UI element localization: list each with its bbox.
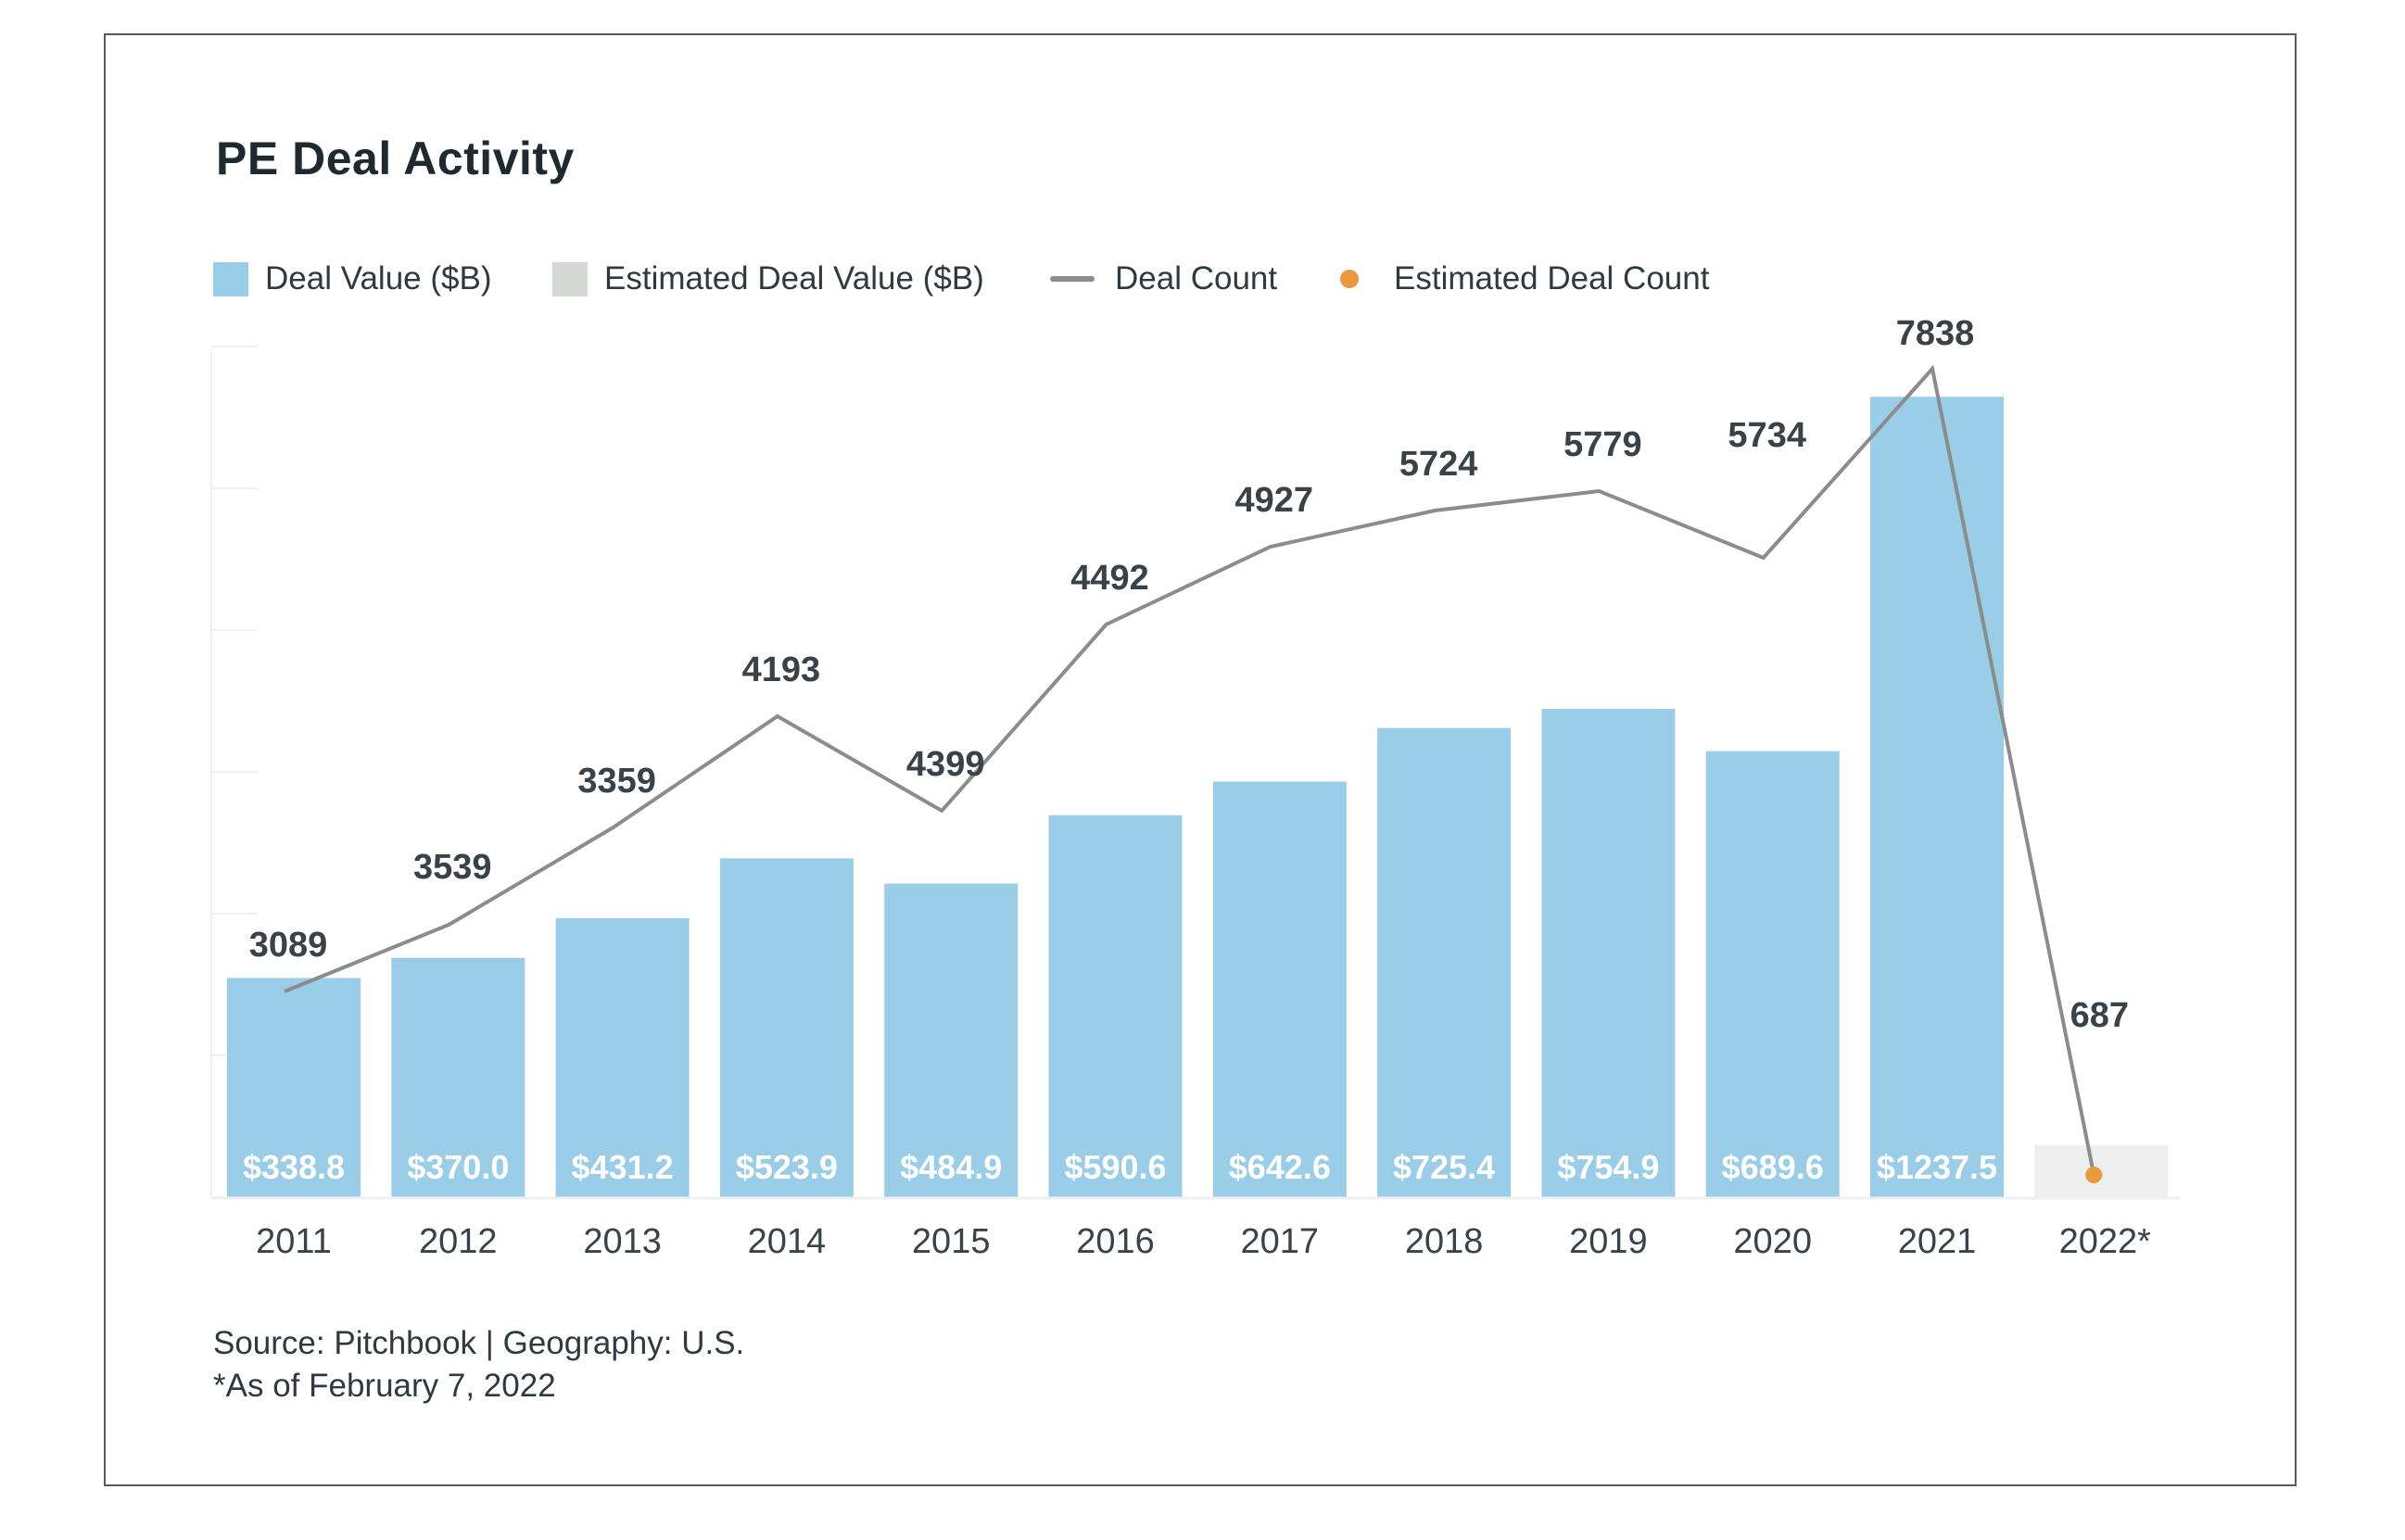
legend-estimated-deal-count-label: Estimated Deal Count (1394, 260, 1710, 297)
x-tick-label: 2012 (419, 1222, 498, 1261)
legend-estimated-deal-value-swatch (552, 261, 588, 297)
x-tick-label: 2019 (1569, 1222, 1648, 1261)
deal-value-bar (1377, 727, 1512, 1197)
deal-count-label: 687 (2070, 996, 2129, 1035)
chart-frame (104, 33, 2297, 1486)
legend-deal-count-label: Deal Count (1115, 260, 1278, 297)
deal-value-bar (1705, 751, 1840, 1197)
legend-deal-value-label: Deal Value ($B) (265, 260, 492, 297)
bar-value-label: $1237.5 (1877, 1148, 1997, 1186)
bar-value-label: $370.0 (407, 1148, 509, 1186)
deal-count-label: 4193 (742, 650, 821, 689)
deal-count-line (284, 364, 2096, 1176)
bar-value-label: $725.4 (1393, 1148, 1495, 1186)
deal-count-label: 4399 (906, 745, 985, 784)
x-tick-label: 2013 (583, 1222, 662, 1261)
x-tick-label: 2015 (912, 1222, 991, 1261)
deal-value-bar (391, 957, 525, 1197)
bar-value-label: $338.8 (243, 1148, 345, 1186)
as-of-note: *As of February 7, 2022 (213, 1368, 556, 1404)
deal-value-bar (227, 978, 361, 1197)
deal-value-bar (555, 918, 690, 1197)
bar-value-label: $431.2 (572, 1148, 674, 1186)
x-tick-label: 2018 (1405, 1222, 1484, 1261)
x-tick-label: 2021 (1898, 1222, 1977, 1261)
legend-deal-count-line (1050, 276, 1095, 282)
legend-deal-count: Deal Count (1050, 259, 1277, 298)
legend-deal-value-swatch (213, 261, 248, 297)
deal-count-label: 5779 (1563, 425, 1642, 464)
legend-estimated-deal-count-dot (1340, 270, 1359, 288)
bar-value-label: $689.6 (1722, 1148, 1824, 1186)
deal-value-bar (1870, 397, 2004, 1198)
legend-estimated-deal-count: Estimated Deal Count (1340, 259, 1709, 298)
x-tick-label: 2017 (1241, 1222, 1320, 1261)
deal-value-bar (1048, 814, 1183, 1197)
deal-count-label: 3539 (413, 848, 492, 887)
deal-count-label: 4927 (1235, 481, 1314, 520)
deal-count-label: 3089 (249, 926, 328, 965)
deal-value-bar (884, 883, 1019, 1197)
source-note: Source: Pitchbook | Geography: U.S. (213, 1325, 745, 1361)
deal-count-label: 7838 (1896, 314, 1975, 353)
bar-value-label: $642.6 (1229, 1148, 1331, 1186)
deal-count-label: 5734 (1728, 416, 1806, 455)
x-tick-label: 2011 (256, 1222, 332, 1261)
legend-deal-value: Deal Value ($B) (213, 259, 491, 298)
deal-count-label: 3359 (577, 762, 656, 801)
bar-value-label: $523.9 (736, 1148, 838, 1186)
bar-value-label: $484.9 (900, 1148, 1002, 1186)
x-tick-label: 2014 (748, 1222, 827, 1261)
legend-estimated-deal-value: Estimated Deal Value ($B) (552, 259, 984, 298)
deal-count-label: 4492 (1070, 559, 1149, 598)
deal-value-bar (1541, 709, 1676, 1197)
x-tick-label: 2022* (2059, 1222, 2152, 1261)
bar-value-label: $754.9 (1557, 1148, 1659, 1186)
x-tick-label: 2016 (1076, 1222, 1155, 1261)
x-tick-label: 2020 (1733, 1222, 1812, 1261)
chart-title: PE Deal Activity (216, 133, 575, 184)
estimated-deal-count-point (2085, 1167, 2103, 1183)
deal-value-bar (719, 858, 854, 1197)
deal-value-bar (1212, 781, 1347, 1197)
legend-estimated-deal-value-label: Estimated Deal Value ($B) (604, 260, 984, 297)
bar-value-label: $590.6 (1064, 1148, 1166, 1186)
deal-count-label: 5724 (1399, 445, 1478, 484)
